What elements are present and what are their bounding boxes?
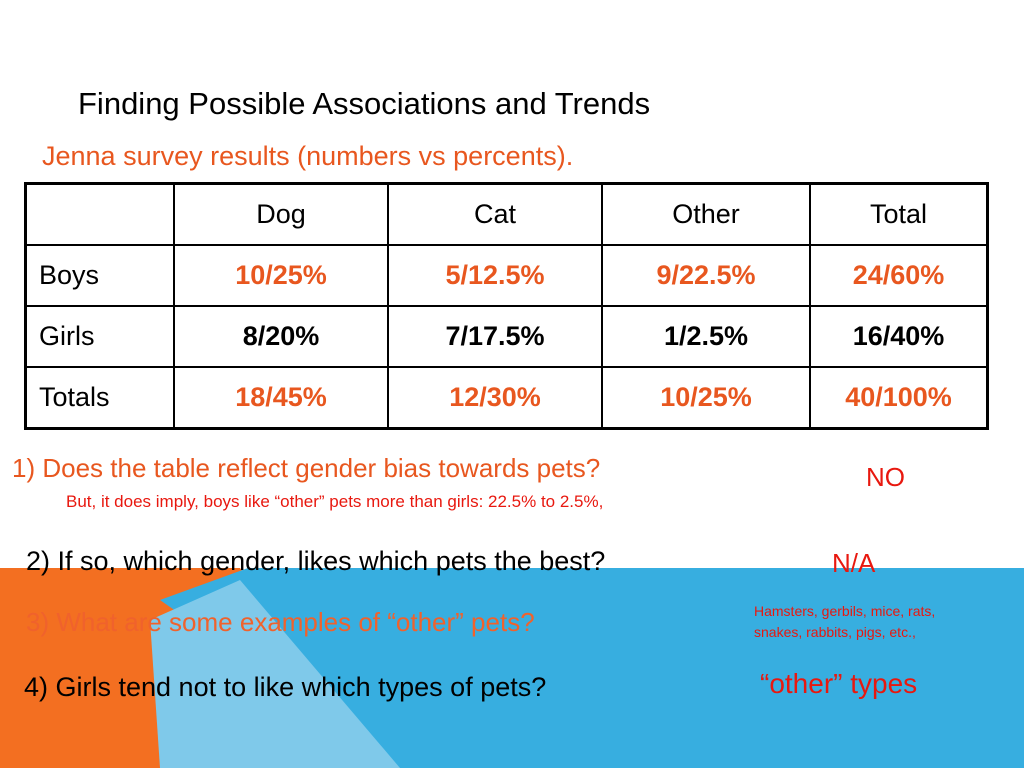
table-cell: 40/100% [809, 366, 989, 430]
question-4: 4) Girls tend not to like which types of… [24, 672, 547, 702]
table-cell: 24/60% [809, 244, 989, 307]
table-header-cell [24, 182, 175, 246]
table-cell: 5/12.5% [387, 244, 603, 307]
light-blue-triangle [150, 580, 400, 768]
row-label: Totals [24, 366, 175, 430]
row-label: Girls [24, 305, 175, 368]
table-cell: 10/25% [601, 366, 811, 430]
table-row: Boys 10/25% 5/12.5% 9/22.5% 24/60% [24, 244, 989, 307]
question-2: 2) If so, which gender, likes which pets… [26, 546, 606, 576]
table-cell: 16/40% [809, 305, 989, 368]
table-row: Totals 18/45% 12/30% 10/25% 40/100% [24, 366, 989, 430]
table-cell: 10/25% [173, 244, 389, 307]
answer-2: N/A [832, 548, 876, 578]
table-header-cell: Dog [173, 182, 389, 246]
answer-3: Hamsters, gerbils, mice, rats, snakes, r… [754, 601, 935, 643]
survey-table: Dog Cat Other Total Boys 10/25% 5/12.5% … [24, 182, 989, 430]
question-1: 1) Does the table reflect gender bias to… [12, 453, 601, 483]
table-cell: 8/20% [173, 305, 389, 368]
table-header-row: Dog Cat Other Total [24, 182, 989, 246]
question-1-note: But, it does imply, boys like “other” pe… [66, 492, 604, 511]
question-3: 3) What are some examples of “other” pet… [26, 607, 535, 637]
answer-3-line: Hamsters, gerbils, mice, rats, [754, 603, 936, 619]
answer-3-line: snakes, rabbits, pigs, etc., [754, 624, 916, 640]
table-cell: 9/22.5% [601, 244, 811, 307]
table-row: Girls 8/20% 7/17.5% 1/2.5% 16/40% [24, 305, 989, 368]
table-cell: 18/45% [173, 366, 389, 430]
table-cell: 1/2.5% [601, 305, 811, 368]
slide-title: Finding Possible Associations and Trends [78, 86, 651, 121]
table-header-cell: Other [601, 182, 811, 246]
table-cell: 12/30% [387, 366, 603, 430]
row-label: Boys [24, 244, 175, 307]
slide-subtitle: Jenna survey results (numbers vs percent… [42, 141, 574, 171]
table-header-cell: Total [809, 182, 989, 246]
table-cell: 7/17.5% [387, 305, 603, 368]
table-header-cell: Cat [387, 182, 603, 246]
blue-band [160, 568, 1024, 768]
answer-4: “other” types [760, 668, 918, 699]
answer-1: NO [866, 462, 905, 492]
